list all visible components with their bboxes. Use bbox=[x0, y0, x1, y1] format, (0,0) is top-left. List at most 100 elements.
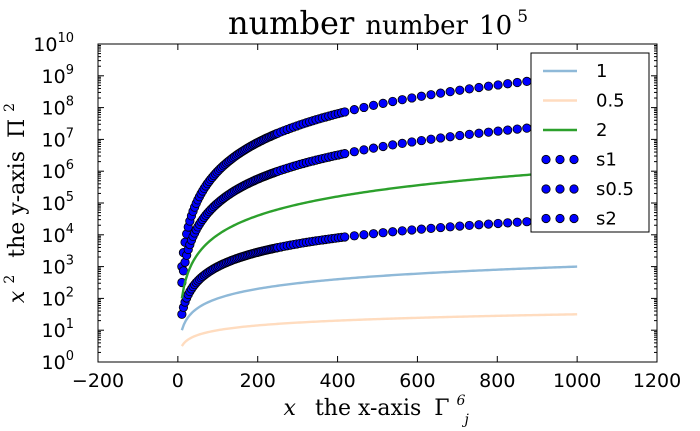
scatter-point bbox=[340, 232, 350, 242]
scatter-point bbox=[340, 149, 350, 159]
legend-label: 2 bbox=[596, 120, 607, 141]
y-tick-label: 109 bbox=[42, 63, 74, 88]
y-tick-label: 106 bbox=[42, 158, 74, 183]
y-label-sym: Π bbox=[5, 119, 30, 138]
scatter-point bbox=[503, 218, 513, 228]
y-label-var: x bbox=[5, 290, 30, 303]
scatter-point bbox=[340, 107, 350, 117]
scatter-series-s2 bbox=[177, 119, 580, 288]
scatter-point bbox=[503, 125, 513, 135]
legend-entry-0.5: 0.5 bbox=[543, 91, 625, 112]
scatter-point bbox=[493, 80, 503, 90]
x-tick-label: 1200 bbox=[633, 370, 681, 392]
y-axis: 100 101 102 103 104 105 106 107 108 109 1010 bbox=[33, 31, 657, 374]
x-tick-label: 0 bbox=[172, 370, 184, 392]
scatter-point bbox=[435, 88, 446, 98]
x-axis-label: x the x-axis Γ 6 j bbox=[284, 386, 473, 428]
legend-marker-swatch bbox=[541, 213, 551, 224]
scatter-point bbox=[349, 147, 359, 157]
x-tick-label: 600 bbox=[399, 370, 435, 392]
x-tick-label: 1000 bbox=[553, 370, 601, 392]
legend-box bbox=[530, 52, 650, 233]
legend-label: 0.5 bbox=[596, 91, 625, 112]
y-label-var-sup: 2 bbox=[2, 275, 18, 284]
scatter-point bbox=[368, 143, 379, 153]
legend-entry-s0.5: s0.5 bbox=[541, 179, 634, 200]
scatter-point bbox=[397, 226, 407, 236]
scatter-point bbox=[378, 98, 388, 108]
y-label-sym-sup: 2 bbox=[2, 103, 18, 112]
scatter-point bbox=[426, 134, 436, 144]
scatter-point bbox=[397, 95, 407, 105]
y-tick-label: 100 bbox=[42, 349, 74, 374]
y-tick-label: 107 bbox=[42, 126, 74, 151]
scatter-point bbox=[349, 105, 359, 115]
x-tick-label: 800 bbox=[479, 370, 515, 392]
scatter-point bbox=[522, 217, 532, 227]
scatter-point bbox=[359, 102, 369, 113]
scatter-point bbox=[474, 220, 484, 230]
scatter-point bbox=[435, 133, 446, 143]
x-tick-label: 400 bbox=[319, 370, 355, 392]
scatter-series-s0.5 bbox=[177, 71, 580, 272]
scatter-series-s1 bbox=[177, 214, 580, 319]
title-power-exp: 5 bbox=[517, 7, 528, 27]
scatter-point bbox=[378, 141, 388, 152]
scatter-point bbox=[426, 223, 436, 233]
x-label-sup: 6 bbox=[457, 393, 466, 409]
legend-label: s0.5 bbox=[596, 179, 634, 200]
scatter-point bbox=[359, 230, 369, 240]
scatter-point bbox=[464, 84, 474, 94]
scatter-point bbox=[464, 220, 474, 231]
scatter-point bbox=[483, 127, 494, 137]
scatter-point bbox=[388, 96, 398, 107]
y-label-text: the y-axis bbox=[5, 151, 30, 258]
x-label-sym: Γ bbox=[434, 396, 449, 421]
scatter-point bbox=[359, 145, 369, 155]
scatter-point bbox=[522, 123, 532, 133]
legend-marker-swatch bbox=[569, 184, 579, 194]
scatter-point bbox=[407, 225, 417, 235]
x-label-var: x bbox=[284, 396, 297, 421]
scatter-point bbox=[512, 124, 522, 134]
legend-marker-swatch bbox=[569, 154, 579, 165]
y-tick-label: 103 bbox=[42, 254, 74, 279]
scatter-point bbox=[493, 218, 503, 229]
legend-marker-swatch bbox=[569, 213, 579, 224]
scatter-point bbox=[445, 222, 455, 232]
scatter-point bbox=[493, 126, 503, 136]
scatter-point bbox=[388, 227, 398, 237]
scatter-point bbox=[388, 140, 398, 150]
x-tick-label: 200 bbox=[240, 370, 276, 392]
legend: 1 0.5 2 s1 s0.5 s2 bbox=[530, 52, 650, 233]
scatter-point bbox=[512, 217, 522, 227]
legend-entry-s1: s1 bbox=[541, 150, 617, 171]
scatter-point bbox=[474, 82, 484, 93]
y-tick-label: 102 bbox=[42, 285, 74, 310]
scatter-point bbox=[522, 76, 532, 86]
y-tick-label: 108 bbox=[42, 95, 74, 120]
scatter-point bbox=[349, 231, 359, 241]
scatter-point bbox=[416, 224, 427, 234]
scatter-point bbox=[378, 228, 388, 238]
scatter-point bbox=[445, 132, 455, 142]
legend-entry-1: 1 bbox=[543, 61, 607, 82]
legend-label: 1 bbox=[596, 61, 607, 82]
y-tick-label: 1010 bbox=[33, 31, 74, 56]
scatter-point bbox=[368, 229, 379, 239]
scatter-point bbox=[483, 81, 494, 91]
scatter-point bbox=[455, 85, 465, 95]
legend-marker-swatch bbox=[541, 154, 551, 165]
legend-label: s2 bbox=[596, 209, 617, 230]
y-tick-label: 101 bbox=[42, 317, 74, 342]
title-sub: number bbox=[365, 11, 468, 41]
x-tick-label: −200 bbox=[72, 370, 124, 392]
scatter-point bbox=[407, 93, 417, 103]
scatter-point bbox=[445, 87, 455, 97]
legend-label: s1 bbox=[596, 150, 617, 171]
legend-marker-swatch bbox=[555, 154, 565, 165]
y-axis-label: x 2 the y-axis Π 2 bbox=[0, 103, 30, 303]
legend-entry-s2: s2 bbox=[541, 209, 617, 230]
scatter-point bbox=[464, 129, 474, 139]
